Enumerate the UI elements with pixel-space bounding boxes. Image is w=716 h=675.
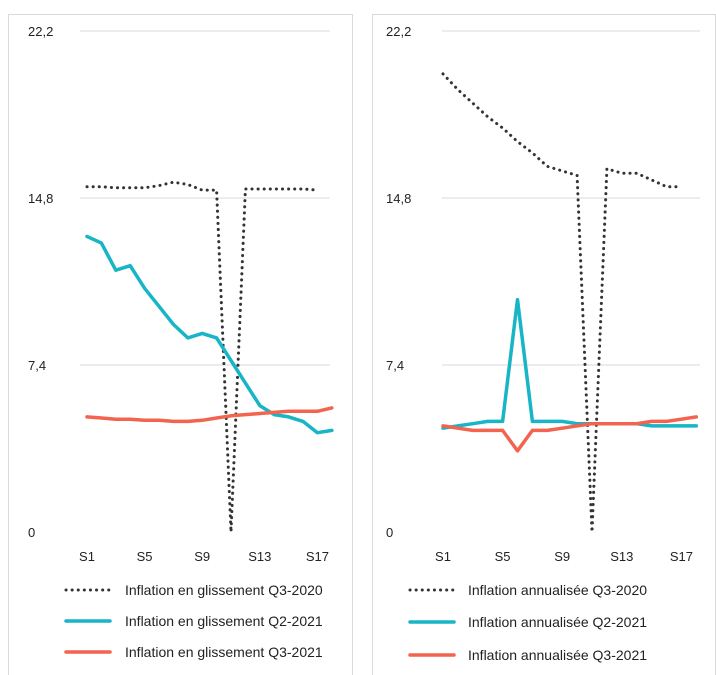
y-tick-label: 14,8: [386, 191, 411, 206]
y-tick-label: 14,8: [28, 191, 53, 206]
legend-label: Inflation en glissement Q2-2021: [125, 613, 323, 629]
x-tick-label: S9: [554, 549, 570, 564]
x-tick-label: S1: [435, 549, 451, 564]
series-line: [85, 180, 319, 534]
x-tick-label: S5: [137, 549, 153, 564]
y-tick-label: 7,4: [386, 358, 404, 373]
series-line: [85, 406, 334, 424]
y-tick-label: 0: [386, 525, 393, 540]
series-line: [85, 234, 334, 435]
x-tick-label: S13: [610, 549, 633, 564]
series-line: [441, 297, 699, 430]
x-tick-label: S13: [248, 549, 271, 564]
legend-label: Inflation annualisée Q3-2020: [468, 582, 647, 598]
legend-label: Inflation en glissement Q3-2021: [125, 644, 323, 660]
x-tick-label: S9: [194, 549, 210, 564]
y-tick-label: 0: [28, 525, 35, 540]
x-tick-label: S1: [79, 549, 95, 564]
series-line: [441, 415, 699, 453]
chart-panel-glissement: [8, 14, 353, 675]
series-line: [441, 72, 683, 534]
x-tick-label: S17: [670, 549, 693, 564]
x-tick-label: S17: [306, 549, 329, 564]
legend-label: Inflation annualisée Q3-2021: [468, 647, 647, 663]
y-tick-label: 7,4: [28, 358, 46, 373]
chart-panel-annualisee: [372, 14, 716, 675]
y-tick-label: 22,2: [386, 24, 411, 39]
y-tick-label: 22,2: [28, 24, 53, 39]
x-tick-label: S5: [495, 549, 511, 564]
legend-label: Inflation annualisée Q2-2021: [468, 614, 647, 630]
legend-label: Inflation en glissement Q3-2020: [125, 582, 323, 598]
